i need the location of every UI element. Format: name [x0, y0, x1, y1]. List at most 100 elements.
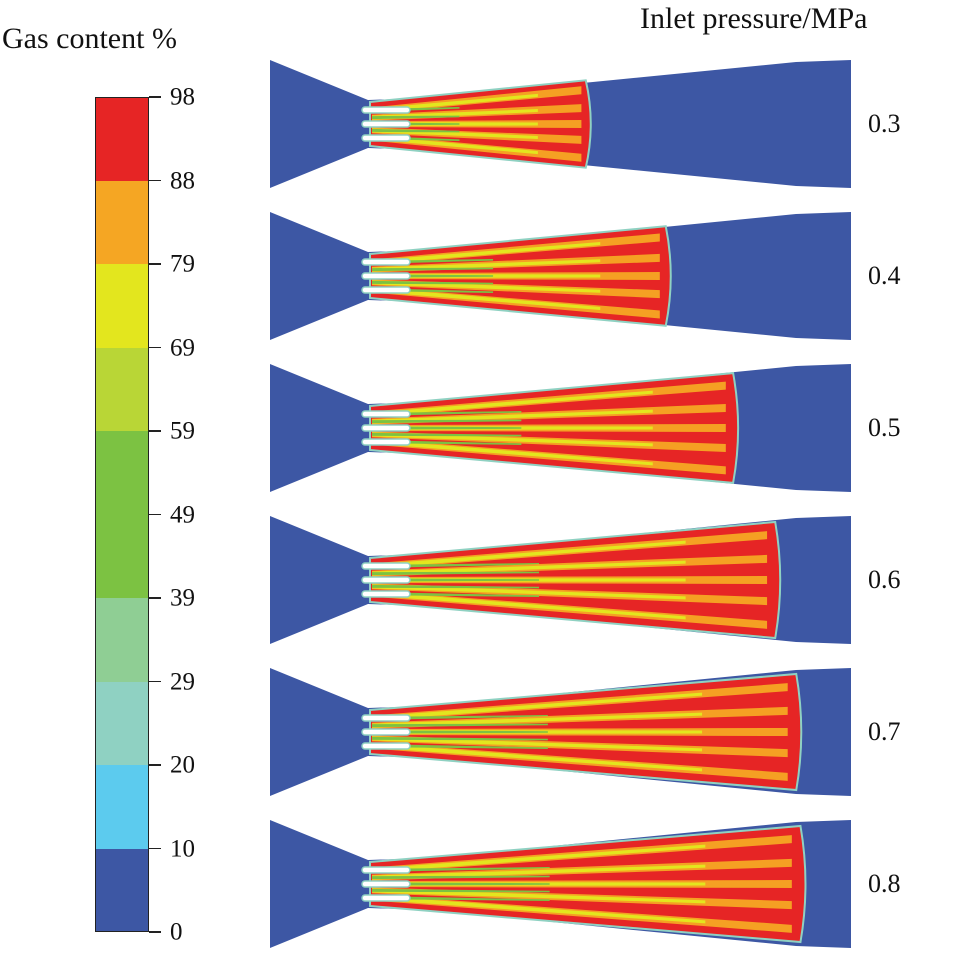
nozzle-panel [270, 516, 851, 644]
pressure-label: 0.5 [868, 413, 901, 442]
jet-mid-band [372, 888, 706, 904]
jet-low-band [372, 715, 548, 720]
inlet-channel [361, 106, 411, 114]
colorbar-tick-mark [149, 263, 161, 265]
jet-low-band [372, 571, 540, 576]
jet-low-band [372, 432, 522, 437]
inlet-channel [361, 438, 411, 446]
colorbar-tick-mark [149, 430, 161, 432]
colorbar-tick-mark [149, 597, 161, 599]
jet-mid-band [372, 287, 601, 311]
colorbar-tick-label: 0 [170, 918, 183, 946]
jet-mid-band [372, 844, 706, 873]
colorbar-tick-mark [149, 513, 161, 516]
pressure-label: 0.4 [868, 261, 901, 290]
inlet-channel [361, 894, 411, 902]
jet-low-band [372, 115, 460, 120]
jet-mid-band [372, 712, 703, 728]
colorbar-tick-mark [149, 680, 161, 683]
inlet-channel [361, 728, 411, 736]
inlet-channel [361, 866, 411, 874]
jet-mid-band [372, 439, 653, 466]
colorbar-tick-label: 10 [170, 835, 195, 862]
inlet-channel [361, 714, 411, 722]
jet-low-band [372, 744, 548, 749]
colorbar-tick-mark [149, 931, 161, 933]
jet-mid-band [372, 390, 653, 417]
colorbar-band [96, 180, 148, 265]
inlet-channel [361, 410, 411, 418]
jet-mid-band [372, 584, 686, 600]
jet-mid-band [372, 560, 686, 576]
jet-low-band [372, 584, 540, 589]
inlet-channel [361, 742, 411, 750]
colorbar-band [96, 848, 148, 931]
jet-mid-band [372, 241, 601, 265]
inlet-channel [361, 424, 411, 432]
jet-mid-band [372, 736, 703, 752]
inlet-channel [361, 120, 411, 128]
inlet-channel [361, 272, 411, 280]
colorbar [95, 97, 149, 932]
colorbar-band [96, 514, 148, 599]
jet-low-band [372, 128, 460, 133]
nozzle-panel [270, 60, 851, 188]
colorbar-band [96, 681, 148, 766]
jet-mid-band [372, 864, 706, 880]
jet-low-band [372, 867, 550, 872]
colorbar-tick-label: 88 [170, 167, 195, 194]
colorbar-tick-mark [149, 346, 161, 349]
legend-title: Gas content % [2, 22, 177, 55]
colorbar-tick-label: 39 [170, 584, 195, 612]
nozzle-panel [270, 212, 851, 340]
colorbar-tick-label: 79 [170, 250, 195, 278]
colorbar-band [96, 264, 148, 349]
colorbar-band [96, 431, 148, 516]
jet-low-band [372, 578, 540, 582]
colorbar-tick-mark [149, 764, 161, 766]
colorbar-tick-label: 59 [170, 417, 195, 445]
jet-low-band [372, 882, 550, 886]
pressure-label: 0.6 [868, 565, 901, 594]
pressure-label: 0.3 [868, 109, 901, 138]
pressure-title: Inlet pressure/MPa [640, 2, 868, 35]
colorbar-tick-mark [149, 96, 161, 98]
colorbar-tick-label: 20 [170, 751, 195, 779]
pressure-label: 0.8 [868, 869, 901, 898]
pressure-label: 0.7 [868, 717, 901, 746]
jet-mid-band [372, 540, 686, 569]
inlet-channel [361, 590, 411, 598]
colorbar-tick-label: 69 [170, 334, 195, 361]
jet-low-band [372, 736, 548, 741]
jet-mid-band [372, 743, 703, 772]
colorbar-tick-mark [149, 179, 161, 182]
colorbar-tick-label: 98 [170, 83, 195, 111]
jet-low-band [372, 280, 494, 285]
colorbar-band [96, 98, 148, 182]
colorbar-band [96, 347, 148, 432]
jet-mid-band [372, 591, 686, 620]
jet-low-band [372, 592, 540, 597]
jet-mid-band [372, 135, 538, 155]
inlet-channel [361, 562, 411, 570]
jet-low-band [372, 563, 540, 568]
jet-mid-band [372, 692, 703, 721]
jet-low-band [372, 419, 522, 424]
colorbar-band [96, 765, 148, 850]
inlet-channel [361, 286, 411, 294]
jet-low-band [372, 888, 550, 893]
jet-low-band [372, 875, 550, 880]
inlet-channel [361, 134, 411, 142]
colorbar-tick-label: 49 [170, 501, 195, 528]
jet-low-band [372, 723, 548, 728]
colorbar-band [96, 598, 148, 683]
inlet-channel [361, 576, 411, 584]
colorbar-tick-label: 29 [170, 668, 195, 695]
jet-low-band [372, 730, 548, 734]
nozzle-panel [270, 668, 851, 796]
jet-low-band [372, 896, 550, 901]
colorbar-tick-mark [149, 847, 161, 850]
jet-low-band [372, 267, 494, 272]
inlet-channel [361, 258, 411, 266]
